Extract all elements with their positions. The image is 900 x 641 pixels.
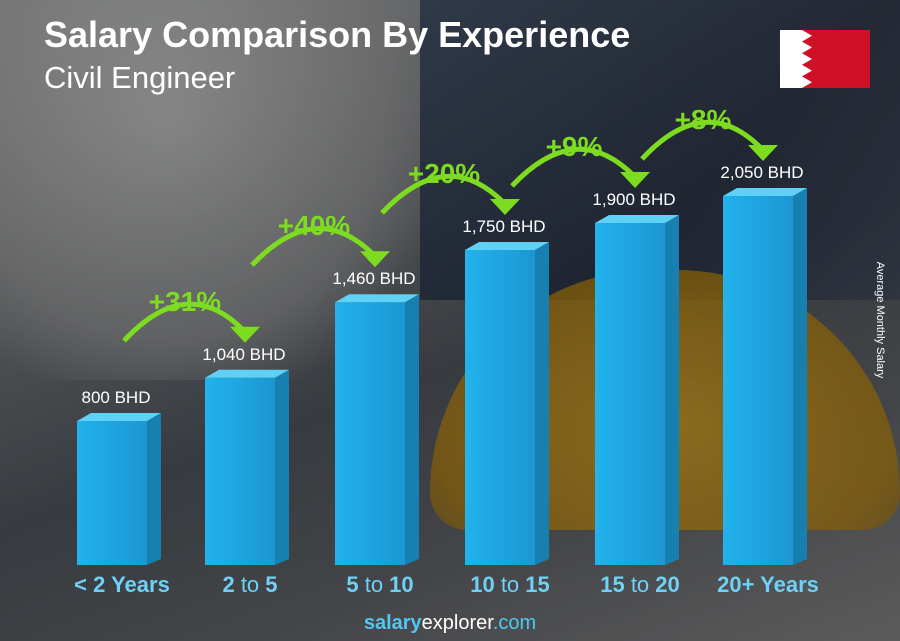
value-label-0: 800 BHD — [82, 388, 151, 407]
x-tick-part: 10 — [470, 572, 494, 597]
arrow-head-4 — [748, 145, 778, 161]
bar-side-3 — [535, 242, 549, 565]
x-tick-label-5: 20+ Years — [717, 572, 819, 597]
x-tick-part: 2 Years — [93, 572, 170, 597]
x-tick-part: 20 — [655, 572, 679, 597]
change-arrow-0 — [122, 301, 246, 343]
arrow-head-2 — [490, 199, 520, 215]
bar-front-2 — [335, 302, 405, 565]
value-label-4: 1,900 BHD — [592, 190, 675, 209]
x-tick-part: 10 — [389, 572, 413, 597]
x-tick-part: to — [495, 572, 526, 597]
brand-rest: explorer — [421, 612, 493, 634]
x-tick-part: 5 — [265, 572, 277, 597]
arrow-head-3 — [620, 172, 650, 188]
footer-brand[interactable]: salaryexplorer.com — [0, 612, 900, 635]
x-tick-part: < — [74, 572, 93, 597]
change-label-2: +20% — [408, 158, 480, 189]
value-label-1: 1,040 BHD — [202, 345, 285, 364]
x-tick-part: 5 — [346, 572, 358, 597]
bar-side-2 — [405, 294, 419, 565]
bar-top-2 — [335, 294, 419, 303]
brand-bold: salary — [363, 612, 422, 634]
change-label-0: +31% — [149, 286, 221, 317]
x-tick-part: to — [359, 572, 390, 597]
change-arrow-1 — [250, 226, 376, 267]
bar-side-5 — [793, 188, 807, 565]
bahrain-flag — [780, 30, 870, 88]
bar-front-3 — [465, 250, 535, 565]
x-tick-label-2: 5 to 10 — [346, 572, 413, 597]
change-arrow-4 — [640, 119, 764, 161]
value-label-3: 1,750 BHD — [462, 217, 545, 236]
x-tick-part: 15 — [525, 572, 549, 597]
chart-subtitle: Civil Engineer — [44, 60, 236, 95]
x-tick-part: to — [235, 572, 266, 597]
change-arrow-3 — [510, 146, 636, 188]
bar-side-0 — [147, 413, 161, 565]
bar-top-0 — [77, 413, 161, 421]
bar-top-1 — [205, 369, 289, 378]
x-tick-label-4: 15 to 20 — [600, 572, 680, 597]
change-label-3: +9% — [546, 131, 603, 162]
x-tick-label-3: 10 to 15 — [470, 572, 550, 597]
x-tick-part: 15 — [600, 572, 624, 597]
bar-side-4 — [665, 215, 679, 565]
change-label-1: +40% — [278, 210, 350, 241]
change-arrow-2 — [380, 173, 506, 215]
bar-top-4 — [595, 215, 679, 223]
bar-top-3 — [465, 242, 549, 250]
chart-title: Salary Comparison By Experience — [44, 14, 631, 55]
x-tick-part: 2 — [222, 572, 234, 597]
value-label-2: 1,460 BHD — [332, 269, 415, 288]
value-label-5: 2,050 BHD — [720, 163, 803, 182]
brand-tld: .com — [492, 612, 537, 634]
x-tick-part: 20+ Years — [717, 572, 819, 597]
bar-front-1 — [205, 377, 275, 565]
x-tick-label-0: < 2 Years — [74, 572, 170, 597]
arrow-head-1 — [360, 251, 390, 268]
x-tick-label-1: 2 to 5 — [222, 572, 277, 597]
change-label-4: +8% — [675, 104, 732, 135]
bar-side-1 — [275, 369, 289, 565]
bar-front-4 — [595, 223, 665, 565]
bar-front-0 — [77, 421, 147, 565]
x-tick-part: to — [625, 572, 656, 597]
bar-front-5 — [723, 196, 793, 565]
bar-top-5 — [723, 188, 807, 196]
arrow-head-0 — [230, 326, 260, 343]
